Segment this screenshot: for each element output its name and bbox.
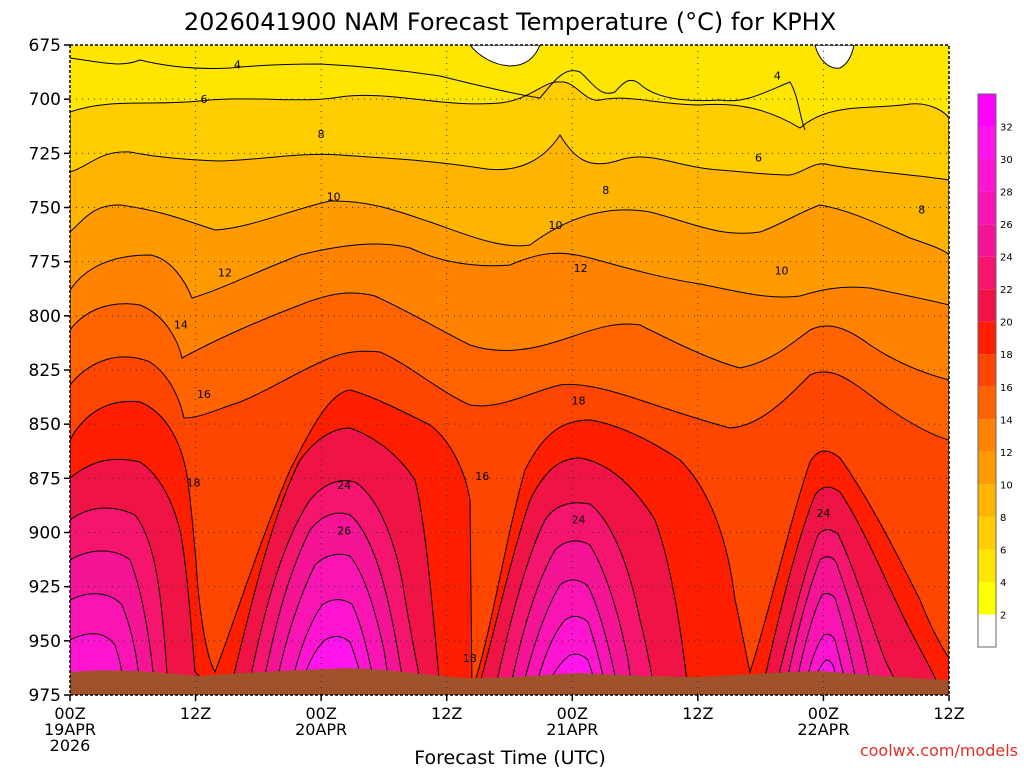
- contour-labels: 4 6 8 10 12 14 16 18 24 26 16 18 4 6 8 10 12 18 24 10 8 24: [174, 59, 925, 666]
- x-axis-label: Forecast Time (UTC): [414, 747, 605, 768]
- colorbar-swatch: [978, 354, 996, 387]
- credit-text[interactable]: coolwx.com/models: [860, 741, 1018, 760]
- colorbar-label: 28: [1000, 188, 1013, 199]
- colorbar-label: 20: [1000, 318, 1013, 329]
- band-below-2c-right: [814, 45, 855, 69]
- colorbar-label: 8: [1000, 513, 1006, 524]
- y-axis: 675 700 725 750 775 800 825 850 875 900 925 950 975: [29, 36, 70, 706]
- colorbar-label: 18: [1000, 350, 1013, 361]
- colorbar-swatch: [978, 549, 996, 582]
- y-tick-label: 950: [29, 632, 61, 652]
- colorbar-swatch: [978, 614, 996, 647]
- x-tick-label: 12Z: [933, 704, 964, 723]
- x-tick-label: 12Z: [431, 704, 462, 723]
- x-tick-label: 00Z: [557, 704, 588, 723]
- colorbar-label: 4: [1000, 578, 1006, 589]
- colorbar-swatch: [978, 126, 996, 160]
- x-tick-label: 22APR: [797, 720, 849, 739]
- colorbar-swatch: [978, 419, 996, 452]
- contour-label: 14: [174, 319, 188, 332]
- x-tick-label: 21APR: [546, 720, 598, 739]
- contour-label: 4: [234, 59, 241, 72]
- x-tick-label: 12Z: [682, 704, 713, 723]
- contour-label: 16: [197, 388, 211, 401]
- contour-label: 16: [475, 470, 489, 483]
- x-tick-label: 00Z: [54, 704, 85, 723]
- contour-label: 24: [337, 479, 351, 492]
- colorbar-swatch: [978, 581, 996, 615]
- colorbar-label: 26: [1000, 220, 1013, 231]
- contour-4c: [70, 57, 806, 131]
- x-tick-label: 00Z: [305, 704, 336, 723]
- grid-lines: [70, 45, 949, 695]
- colorbar-swatch: [978, 191, 996, 225]
- y-tick-label: 725: [29, 144, 61, 164]
- contour-label: 10: [327, 191, 341, 204]
- band-28c: [70, 599, 848, 691]
- band-26c: [70, 553, 859, 691]
- x-tick-label: 20APR: [295, 720, 347, 739]
- contour-label: 10: [775, 264, 789, 277]
- x-tick-label: 19APR: [44, 720, 96, 739]
- colorbar-swatch: [978, 484, 996, 517]
- colorbar-frame: [977, 93, 997, 648]
- y-tick-label: 800: [29, 307, 61, 327]
- colorbar-label: 12: [1000, 448, 1013, 459]
- y-tick-label: 975: [29, 686, 61, 706]
- y-tick-label: 675: [29, 36, 61, 56]
- colorbar-label: 16: [1000, 383, 1013, 394]
- plot-area: [70, 45, 949, 695]
- y-tick-label: 700: [29, 90, 61, 110]
- colorbar-swatch: [978, 516, 996, 550]
- colorbar-label: 14: [1000, 415, 1013, 426]
- chart-title: 2026041900 NAM Forecast Temperature (°C)…: [184, 8, 836, 36]
- y-tick-label: 825: [29, 361, 61, 381]
- colorbar-swatch: [978, 386, 996, 420]
- contour-label: 6: [755, 152, 762, 165]
- x-tick-label: 12Z: [180, 704, 211, 723]
- contour-label: 12: [574, 262, 588, 275]
- colorbar-label: 24: [1000, 253, 1013, 264]
- contour-label: 8: [318, 128, 325, 141]
- y-tick-label: 875: [29, 469, 61, 489]
- y-tick-label: 775: [29, 253, 61, 273]
- y-tick-label: 925: [29, 578, 61, 598]
- colorbar-label: 2: [1000, 610, 1006, 621]
- contour-label: 24: [816, 507, 830, 520]
- y-tick-label: 750: [29, 199, 61, 219]
- colorbar-swatch: [978, 256, 996, 290]
- colorbar-label: 32: [1000, 123, 1013, 134]
- y-tick-label: 850: [29, 415, 61, 435]
- contour-label: 8: [602, 184, 609, 197]
- colorbar-label: 22: [1000, 285, 1013, 296]
- x-tick-label: 00Z: [808, 704, 839, 723]
- colorbar-label: 30: [1000, 155, 1013, 166]
- contour-label: 18: [186, 477, 200, 490]
- contour-label: 18: [572, 394, 586, 407]
- colorbar-label: 10: [1000, 480, 1013, 491]
- contour-label: 18: [463, 652, 477, 665]
- colorbar-swatch: [978, 94, 996, 127]
- contour-label: 6: [200, 93, 207, 106]
- y-tick-label: 900: [29, 524, 61, 544]
- x-tick-label: 2026: [50, 736, 91, 755]
- colorbar-swatch: [978, 451, 996, 485]
- colorbar-swatch: [978, 321, 996, 355]
- contour-label: 26: [337, 524, 351, 537]
- colorbar-swatch: [978, 224, 996, 257]
- colorbar-swatch: [978, 159, 996, 192]
- contour-label: 10: [549, 219, 563, 232]
- contour-label: 8: [918, 204, 925, 217]
- ground-surface: [70, 668, 949, 695]
- contour-label: 4: [774, 69, 781, 82]
- band-below-2c: [469, 45, 541, 67]
- contour-label: 12: [218, 267, 232, 280]
- colorbar-label: 6: [1000, 545, 1006, 556]
- colorbar-swatch: [978, 289, 996, 322]
- contour-label: 24: [572, 514, 586, 527]
